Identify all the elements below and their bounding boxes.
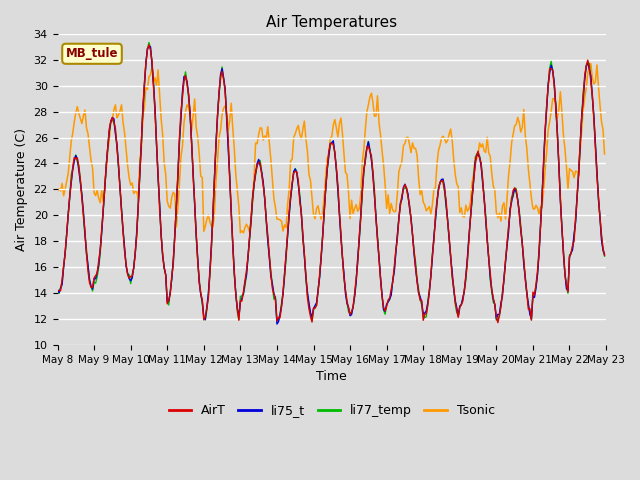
X-axis label: Time: Time <box>316 370 347 383</box>
Legend: AirT, li75_t, li77_temp, Tsonic: AirT, li75_t, li77_temp, Tsonic <box>164 399 500 422</box>
Title: Air Temperatures: Air Temperatures <box>266 15 397 30</box>
Text: MB_tule: MB_tule <box>66 47 118 60</box>
Y-axis label: Air Temperature (C): Air Temperature (C) <box>15 128 28 251</box>
